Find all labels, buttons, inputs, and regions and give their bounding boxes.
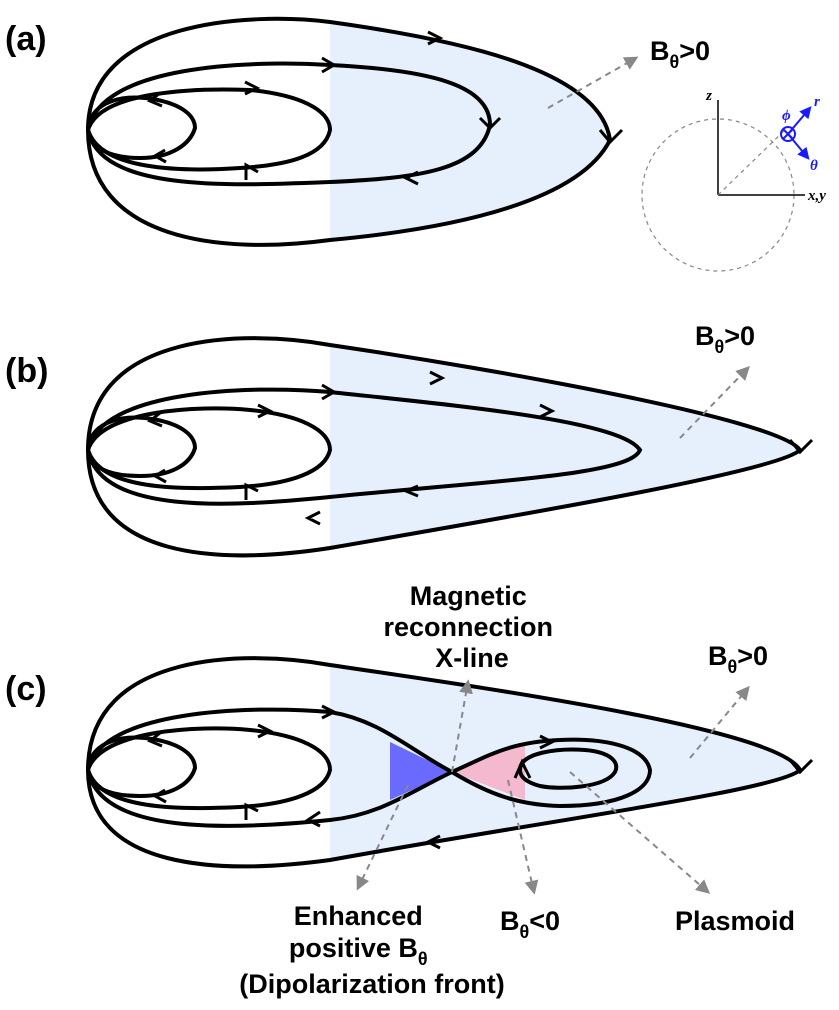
annotation: Bθ>0 xyxy=(708,641,768,677)
annotation-base: B xyxy=(695,321,715,351)
annotation-rest: >0 xyxy=(737,641,768,671)
annotation-sub: θ xyxy=(728,657,738,677)
enhanced-text: positive B xyxy=(289,933,418,963)
enhanced-text: (Dipolarization front) xyxy=(239,969,504,999)
panel-label: (b) xyxy=(5,352,48,390)
phi-label: ϕ xyxy=(782,108,791,124)
field-line xyxy=(88,417,195,476)
annotation: Bθ>0 xyxy=(695,321,755,357)
x-line-label: Magnetic reconnection X-line xyxy=(383,581,560,673)
enhanced-label: Enhanced positive Bθ (Dipolarization fro… xyxy=(239,901,504,999)
diagram: (a) Bθ>0 z x,y r θ ϕ (b) Bθ>0 (c) Bθ>0 M… xyxy=(0,0,839,1010)
negative-rest: <0 xyxy=(529,906,560,936)
panel-label: (c) xyxy=(5,670,47,708)
field-line xyxy=(88,737,195,796)
enhanced-sub: θ xyxy=(418,949,428,969)
z-label: z xyxy=(705,88,712,104)
panel-a: (a) Bθ>0 z x,y r θ ϕ xyxy=(5,0,826,271)
annotation-sub: θ xyxy=(715,337,725,357)
field-line xyxy=(88,97,195,158)
negative-base: B xyxy=(500,906,520,936)
annotation-rest: >0 xyxy=(679,36,710,66)
annotation-base: B xyxy=(708,641,728,671)
panel-label: (a) xyxy=(5,20,47,58)
x-line-text: Magnetic xyxy=(410,581,527,611)
r-label: r xyxy=(814,94,820,110)
negative-sub: θ xyxy=(520,922,530,942)
annotation: Bθ>0 xyxy=(650,36,710,72)
theta-vector xyxy=(788,134,808,158)
positive-region xyxy=(330,0,630,260)
x-line-text: reconnection xyxy=(383,612,553,642)
negative-label: Bθ<0 xyxy=(500,906,560,942)
panel-b: (b) Bθ>0 xyxy=(5,321,812,570)
annotation-sub: θ xyxy=(670,52,680,72)
panel-c: (c) Bθ>0 Magnetic reconnection X-line En… xyxy=(5,581,812,999)
r-vector xyxy=(788,108,810,134)
annotation-base: B xyxy=(650,36,670,66)
enhanced-text: Enhanced xyxy=(294,901,423,931)
x-line-text: X-line xyxy=(435,643,509,673)
annotation-rest: >0 xyxy=(724,321,755,351)
radius xyxy=(718,130,785,195)
xy-label: x,y xyxy=(807,188,826,204)
plasmoid-label: Plasmoid xyxy=(675,906,795,936)
theta-label: θ xyxy=(810,158,818,174)
